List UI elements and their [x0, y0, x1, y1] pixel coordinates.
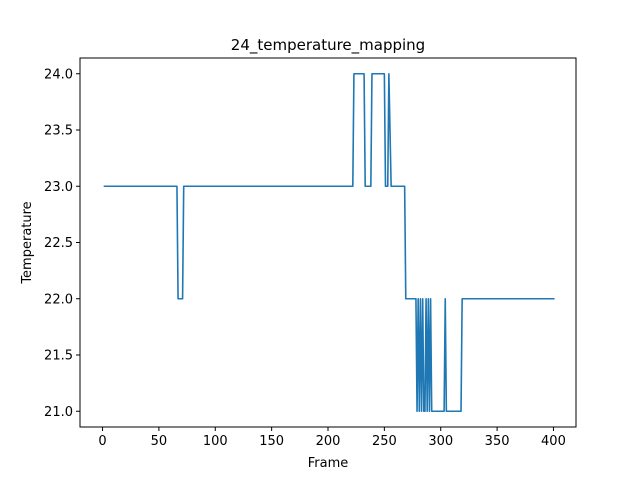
x-tick-label: 200: [316, 434, 341, 449]
y-tick-label: 22.0: [44, 292, 73, 307]
x-tick-label: 350: [485, 434, 510, 449]
x-tick-label: 300: [428, 434, 453, 449]
temperature-series-line: [103, 72, 555, 413]
y-tick-label: 23.5: [44, 124, 73, 139]
x-tick-label: 250: [372, 434, 397, 449]
y-tick-label: 21.0: [44, 405, 73, 420]
x-tick-label: 50: [151, 434, 168, 449]
y-tick-label: 22.5: [44, 236, 73, 251]
plot-frame: [79, 57, 577, 428]
x-tick-label: 100: [203, 434, 228, 449]
x-tick-label: 0: [98, 434, 106, 449]
y-axis: 21.0 21.5 22.0 22.5 23.0 23.5 24.0: [44, 67, 80, 420]
y-tick-label: 24.0: [44, 67, 73, 82]
y-tick-label: 21.5: [44, 349, 73, 364]
y-axis-label: Temperature: [20, 201, 35, 284]
x-axis-label: Frame: [308, 456, 349, 471]
y-tick-label: 23.0: [44, 180, 73, 195]
x-axis: 0 50 100 150 200 250 300 350 400: [98, 427, 566, 449]
x-tick-label: 150: [259, 434, 284, 449]
chart-title: 24_temperature_mapping: [231, 36, 425, 55]
x-tick-label: 400: [541, 434, 566, 449]
